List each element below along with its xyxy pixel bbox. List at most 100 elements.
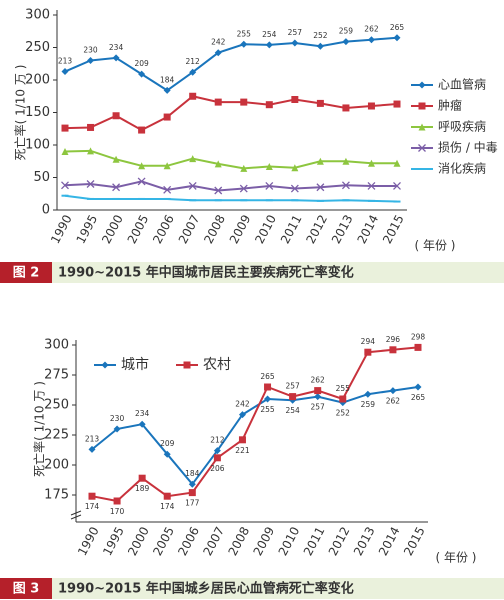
series-line	[64, 95, 398, 132]
marker	[239, 184, 248, 193]
data-label: 257	[285, 382, 300, 391]
y-tick-label: 250	[44, 398, 69, 413]
marker	[339, 395, 347, 403]
marker	[113, 425, 121, 433]
marker	[213, 447, 221, 455]
marker	[183, 361, 191, 369]
data-label: 255	[336, 384, 351, 393]
y-axis-label: 死亡率( 1/10 万 )	[13, 65, 28, 161]
marker	[189, 68, 197, 76]
data-label: 294	[361, 337, 376, 346]
marker	[188, 480, 196, 488]
y-tick-label: 50	[33, 170, 50, 185]
marker	[290, 184, 299, 193]
x-tick-label: 2007	[200, 524, 227, 558]
marker	[163, 86, 171, 94]
data-label: 242	[235, 400, 250, 409]
data-label: 257	[288, 28, 303, 37]
marker	[264, 395, 272, 403]
series	[61, 177, 401, 195]
x-tick-label: 2014	[376, 524, 403, 558]
data-label: 252	[313, 31, 328, 40]
marker	[314, 387, 322, 395]
figure-label: 图 2	[13, 266, 40, 281]
y-tick-label: 200	[44, 458, 69, 473]
x-tick-label: 2011	[278, 212, 305, 246]
marker	[86, 180, 95, 188]
x-tick-label: 2008	[225, 524, 252, 558]
data-label: 252	[336, 409, 351, 418]
marker	[61, 68, 69, 76]
y-tick-label: 225	[44, 428, 69, 443]
marker	[163, 113, 171, 121]
data-label: 213	[58, 57, 73, 66]
x-tick-label: 2010	[276, 524, 303, 558]
data-label: 189	[135, 484, 150, 493]
series-line	[64, 149, 397, 170]
marker	[87, 147, 95, 155]
y-tick-label: 100	[25, 138, 50, 153]
data-label: 213	[85, 434, 100, 443]
marker	[138, 162, 146, 170]
marker	[314, 393, 322, 401]
marker	[418, 102, 426, 110]
series-line	[64, 194, 398, 203]
marker	[389, 346, 397, 354]
y-tick-label: 275	[44, 368, 69, 383]
data-label: 234	[135, 409, 150, 418]
marker	[316, 99, 324, 107]
marker	[138, 420, 146, 428]
marker	[163, 162, 171, 170]
marker	[316, 42, 324, 50]
marker	[88, 492, 96, 500]
marker	[316, 183, 325, 192]
legend-label: 呼吸疾病	[438, 119, 486, 134]
caption-band	[0, 578, 504, 599]
data-label: 259	[339, 27, 354, 36]
marker	[291, 39, 299, 47]
data-label: 242	[211, 38, 226, 47]
marker	[61, 148, 69, 155]
marker	[189, 155, 197, 163]
y-tick-label: 300	[25, 8, 50, 23]
marker	[189, 92, 197, 100]
marker	[61, 181, 69, 190]
marker	[138, 126, 146, 134]
caption-box	[0, 578, 52, 599]
axis-break	[70, 510, 82, 520]
marker	[163, 492, 171, 500]
marker	[367, 102, 375, 110]
data-label: 262	[364, 25, 379, 34]
caption-title: 1990~2015 年中国城市居民主要疾病死亡率变化	[58, 265, 354, 281]
data-label: 255	[260, 405, 275, 414]
marker	[138, 70, 146, 78]
x-tick-label: 2005	[125, 212, 152, 246]
marker	[414, 383, 422, 391]
marker	[87, 57, 95, 64]
data-label: 221	[235, 446, 250, 455]
legend-label: 农村	[203, 357, 231, 373]
marker	[112, 183, 121, 192]
legend-label: 城市	[121, 356, 149, 373]
marker	[214, 160, 222, 168]
x-tick-label: 2012	[326, 524, 353, 558]
marker	[291, 164, 299, 172]
marker	[393, 159, 401, 167]
marker	[393, 100, 401, 108]
data-label: 174	[85, 502, 100, 511]
marker	[367, 159, 375, 167]
x-tick-label: 2013	[329, 212, 356, 246]
data-label: 259	[361, 400, 376, 409]
marker	[418, 81, 426, 89]
data-label: 184	[160, 75, 175, 84]
data-label: 262	[311, 376, 326, 385]
legend-label: 损伤 / 中毒	[438, 140, 498, 155]
caption-box	[0, 262, 52, 283]
data-label: 265	[411, 393, 426, 402]
data-label: 212	[210, 436, 225, 445]
marker	[138, 474, 146, 482]
marker	[414, 343, 422, 351]
marker	[88, 445, 96, 453]
marker	[188, 181, 197, 190]
